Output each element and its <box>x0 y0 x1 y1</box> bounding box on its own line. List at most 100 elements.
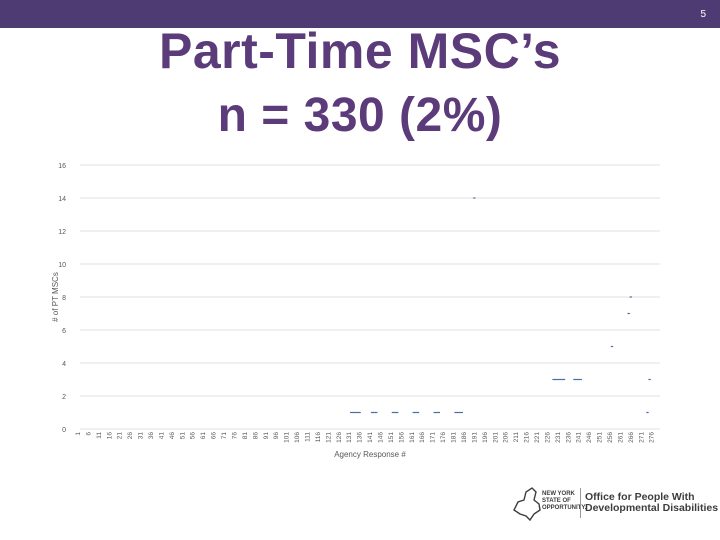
x-tick-label: 81 <box>242 432 249 440</box>
x-tick-label: 76 <box>231 432 238 440</box>
y-tick-label: 10 <box>58 262 66 269</box>
data-point <box>629 296 632 298</box>
x-tick-label: 21 <box>117 432 124 440</box>
x-tick-label: 211 <box>513 432 520 443</box>
data-point <box>358 411 361 414</box>
data-point <box>356 411 359 414</box>
data-point <box>391 411 395 414</box>
opwdd-logo: NEW YORK STATE OF OPPORTUNITY. Office fo… <box>512 482 718 524</box>
x-tick-label: 171 <box>430 432 437 443</box>
logo-office-line2: Developmental Disabilities <box>585 502 719 514</box>
x-tick-label: 46 <box>169 432 176 440</box>
x-tick-label: 231 <box>555 432 562 443</box>
data-point <box>433 411 436 414</box>
x-tick-label: 186 <box>461 432 468 443</box>
x-tick-label: 201 <box>492 432 499 443</box>
data-point <box>454 411 457 414</box>
data-point <box>456 411 459 414</box>
x-axis-label: Agency Response # <box>334 450 406 459</box>
x-tick-label: 36 <box>148 432 155 440</box>
data-point <box>554 378 557 381</box>
data-point <box>372 411 376 414</box>
logo-office-line1: Office for People With <box>585 491 695 503</box>
x-tick-label: 276 <box>649 432 656 443</box>
data-point <box>460 411 463 414</box>
x-tick-label: 241 <box>576 432 583 443</box>
top-banner: 5 <box>0 0 720 28</box>
slide-subtitle: n = 330 (2%) <box>217 89 503 142</box>
data-point <box>414 411 418 414</box>
x-tick-label: 11 <box>96 432 103 439</box>
x-tick-label: 146 <box>378 432 385 443</box>
x-tick-label: 96 <box>273 432 280 440</box>
data-point <box>627 312 630 315</box>
y-tick-label: 0 <box>62 427 66 434</box>
data-point <box>412 411 416 414</box>
x-tick-label: 1 <box>75 432 82 436</box>
x-tick-label: 91 <box>263 432 270 440</box>
data-point <box>577 378 580 381</box>
y-tick-label: 14 <box>58 196 66 203</box>
x-tick-label: 156 <box>398 432 405 443</box>
data-point <box>579 378 582 381</box>
x-tick-label: 71 <box>221 432 228 440</box>
data-point <box>573 378 576 381</box>
x-tick-label: 131 <box>346 432 353 443</box>
x-tick-label: 176 <box>440 432 447 443</box>
data-point <box>370 411 374 414</box>
slide-title: Part-Time MSC’s <box>158 23 562 79</box>
data-point <box>473 197 476 199</box>
x-tick-label: 51 <box>179 432 186 440</box>
x-tick-label: 261 <box>617 432 624 443</box>
y-tick-label: 12 <box>58 229 66 236</box>
data-point <box>562 378 566 381</box>
data-point <box>556 378 559 381</box>
data-point <box>435 411 438 414</box>
data-point <box>575 378 578 381</box>
y-tick-label: 2 <box>62 394 66 401</box>
x-tick-label: 6 <box>85 432 92 436</box>
x-tick-label: 256 <box>607 432 614 443</box>
logo-divider <box>580 488 581 518</box>
x-tick-label: 41 <box>158 432 165 440</box>
x-tick-label: 106 <box>294 432 301 443</box>
data-point <box>393 411 397 414</box>
data-point <box>558 378 562 381</box>
x-tick-label: 181 <box>451 432 458 443</box>
x-tick-label: 216 <box>524 432 531 443</box>
data-point <box>354 411 357 414</box>
x-tick-label: 61 <box>200 432 207 440</box>
x-tick-label: 66 <box>211 432 218 440</box>
data-point <box>416 411 420 414</box>
x-tick-label: 86 <box>252 432 259 440</box>
x-tick-label: 126 <box>336 432 343 443</box>
x-tick-label: 246 <box>586 432 593 443</box>
data-point <box>352 411 355 414</box>
x-tick-label: 111 <box>304 432 311 442</box>
x-tick-label: 56 <box>190 432 197 440</box>
x-tick-label: 251 <box>597 432 604 443</box>
x-tick-label: 221 <box>534 432 541 443</box>
logo-state-text: NEW YORK STATE OF OPPORTUNITY. <box>542 491 587 511</box>
data-point <box>350 411 353 414</box>
data-point <box>375 411 378 414</box>
y-tick-label: 6 <box>62 328 66 335</box>
x-tick-label: 141 <box>367 432 374 443</box>
slide-number: 5 <box>700 9 706 20</box>
y-tick-label: 16 <box>58 163 66 170</box>
data-point <box>610 345 614 348</box>
x-tick-label: 166 <box>419 432 426 443</box>
x-tick-label: 16 <box>106 432 113 440</box>
x-tick-label: 26 <box>127 432 134 440</box>
x-tick-label: 271 <box>638 432 645 443</box>
x-tick-label: 121 <box>325 432 332 443</box>
x-tick-label: 151 <box>388 432 395 443</box>
x-tick-label: 101 <box>284 432 291 443</box>
data-point <box>552 378 555 381</box>
x-tick-label: 206 <box>503 432 510 443</box>
data-point <box>648 378 651 381</box>
x-tick-label: 191 <box>471 432 478 443</box>
y-axis-label: # of PT MSCs <box>51 272 60 322</box>
x-tick-label: 236 <box>565 432 572 443</box>
